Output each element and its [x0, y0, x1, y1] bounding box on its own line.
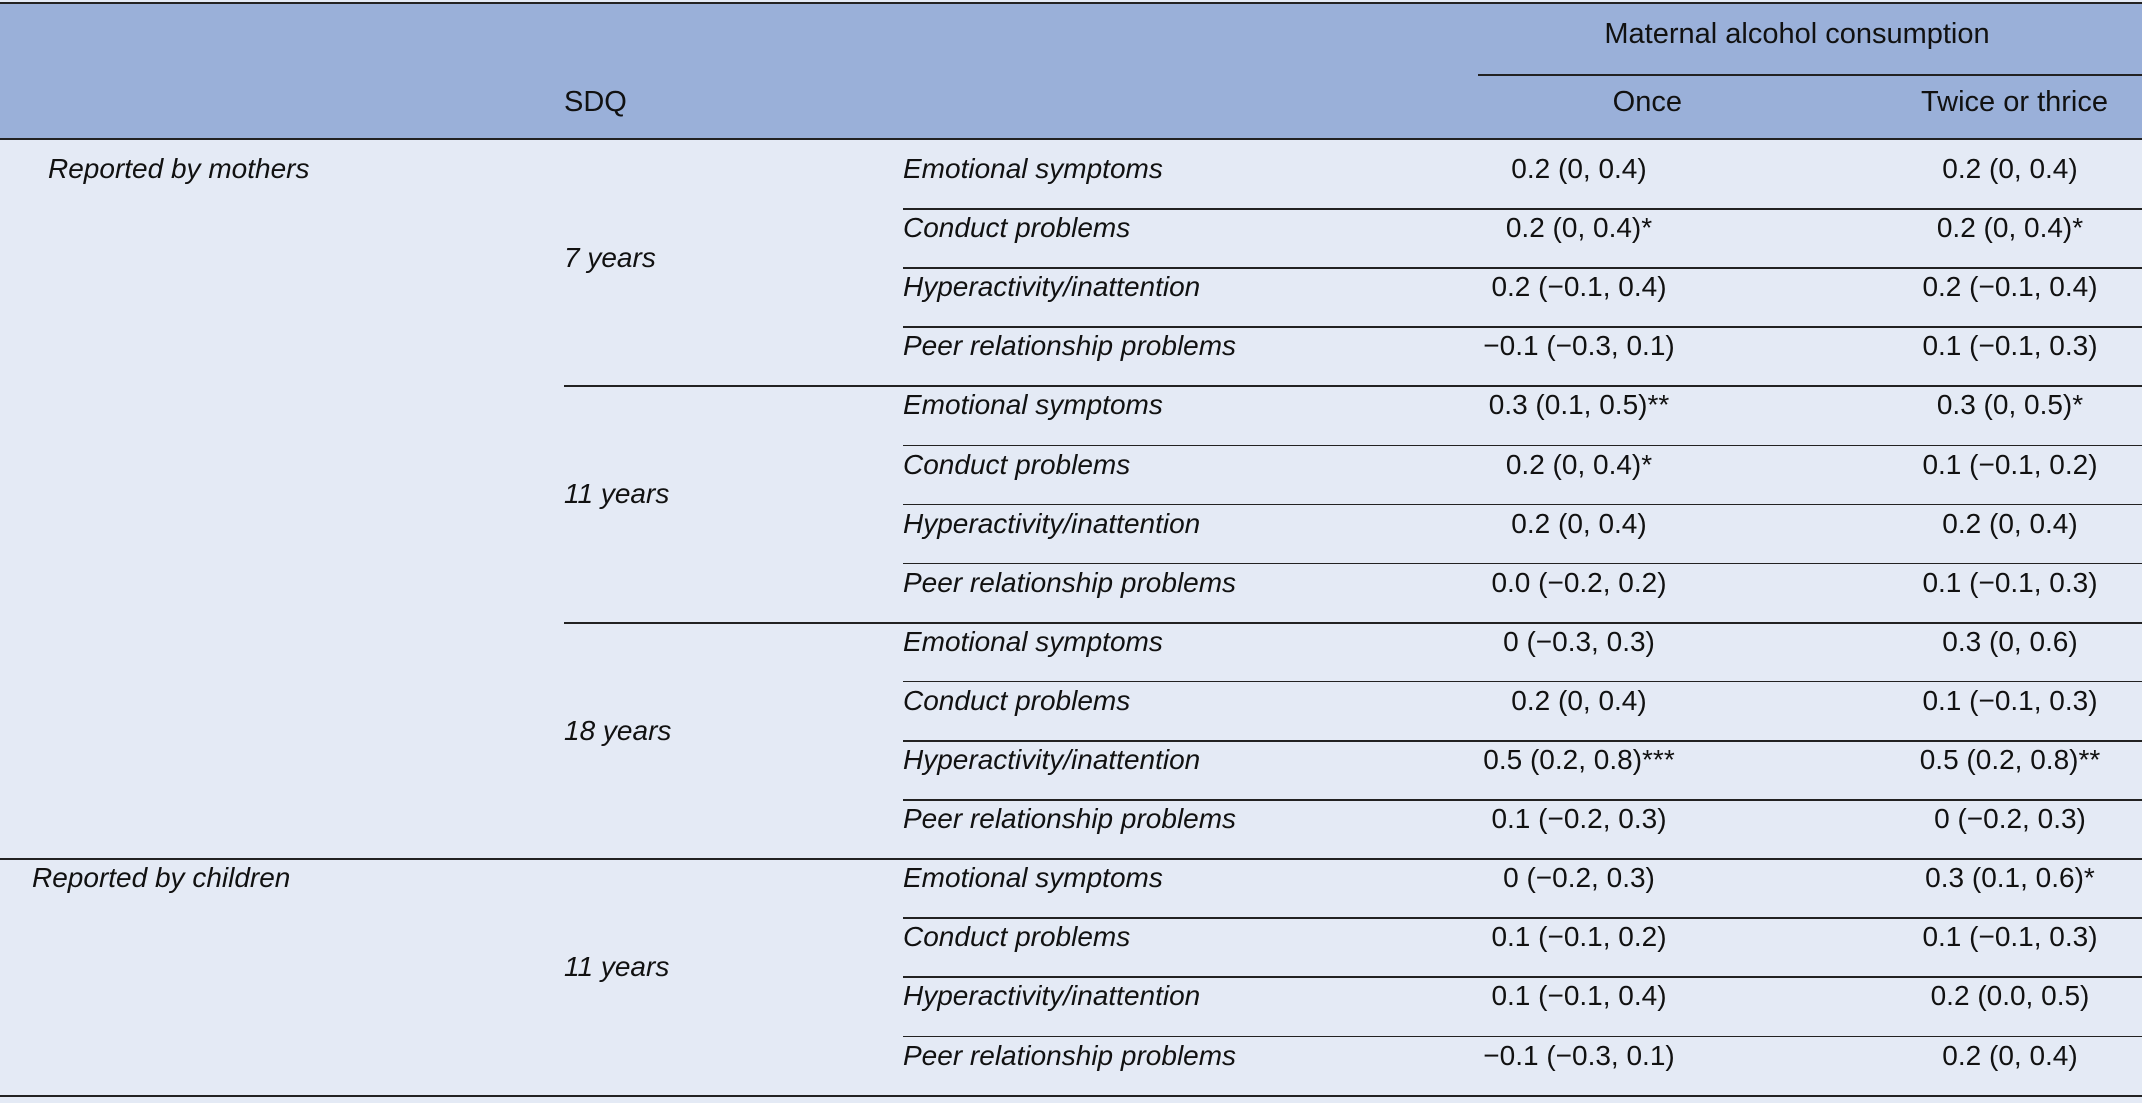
group-header-title: Maternal alcohol consumption — [1604, 18, 1990, 50]
value-twice: 0.1 (−0.1, 0.3) — [1922, 921, 2098, 953]
row-divider — [903, 680, 2142, 683]
value-once: 0.1 (−0.2, 0.3) — [1491, 803, 1667, 835]
value-once: 0.0 (−0.2, 0.2) — [1491, 566, 1667, 598]
value-twice: 0.3 (0, 0.6) — [1942, 625, 2078, 657]
measure-label: Peer relationship problems — [903, 566, 1237, 598]
value-twice: 0.3 (0.1, 0.6)* — [1925, 862, 2095, 894]
value-twice: 0.1 (−0.1, 0.3) — [1922, 330, 2098, 362]
value-once: 0 (−0.2, 0.3) — [1503, 862, 1655, 894]
value-once: 0.5 (0.2, 0.8)*** — [1483, 744, 1675, 775]
value-once: 0.3 (0.1, 0.5)** — [1488, 389, 1670, 421]
table-header-band — [0, 2, 2142, 139]
value-twice: 0.2 (0, 0.4) — [1942, 507, 2078, 539]
value-once: 0.1 (−0.1, 0.2) — [1491, 921, 1667, 953]
row-divider — [903, 740, 2142, 742]
measure-label: Emotional symptoms — [903, 389, 1163, 421]
value-once: −0.1 (−0.3, 0.1) — [1483, 330, 1675, 362]
row-divider — [903, 326, 2142, 328]
col-header-twice: Twice or thrice — [1921, 86, 2108, 118]
reporter-label: Reported by children — [32, 862, 291, 894]
measure-label: Conduct problems — [903, 921, 1131, 953]
value-once: 0.2 (0, 0.4)* — [1505, 448, 1653, 480]
value-twice: 0 (−0.2, 0.3) — [1934, 803, 2086, 835]
reporter-label: Reported by mothers — [48, 153, 310, 184]
value-once: 0.2 (0, 0.4) — [1511, 507, 1647, 539]
measure-label: Peer relationship problems — [903, 1039, 1237, 1071]
measure-label: Peer relationship problems — [903, 330, 1237, 362]
value-twice: 0.2 (0, 0.4) — [1942, 1039, 2078, 1071]
value-once: 0 (−0.3, 0.3) — [1503, 625, 1655, 657]
value-once: 0.2 (0, 0.4) — [1511, 684, 1647, 716]
measure-label: Emotional symptoms — [903, 862, 1163, 894]
age-label: 7 years — [564, 241, 656, 273]
value-twice: 0.1 (−0.1, 0.2) — [1922, 448, 2098, 480]
measure-label: Hyperactivity/inattention — [903, 507, 1201, 539]
measure-label: Emotional symptoms — [903, 625, 1163, 657]
value-once: 0.1 (−0.1, 0.4) — [1491, 980, 1667, 1012]
measure-label: Conduct problems — [903, 212, 1131, 244]
row-divider — [903, 208, 2142, 210]
row-divider — [903, 1035, 2142, 1037]
measure-label: Hyperactivity/inattention — [903, 980, 1201, 1012]
value-twice: 0.1 (−0.1, 0.3) — [1922, 684, 2098, 716]
top-rule — [0, 2, 2142, 4]
age-label: 18 years — [564, 714, 672, 746]
measure-label: Hyperactivity/inattention — [903, 271, 1201, 303]
row-divider — [903, 503, 2142, 506]
header-bottom-rule — [0, 138, 2142, 140]
measure-label: Emotional symptoms — [903, 153, 1163, 184]
age-label: 11 years — [564, 950, 670, 982]
sdq-header: SDQ — [564, 86, 627, 118]
value-twice: 0.2 (0, 0.4) — [1942, 153, 2078, 184]
age-divider — [564, 385, 2142, 388]
row-divider — [903, 267, 2142, 269]
value-twice: 0.3 (0, 0.5)* — [1936, 389, 2084, 421]
row-divider — [903, 917, 2142, 919]
measure-label: Peer relationship problems — [903, 803, 1237, 835]
measure-label: Conduct problems — [903, 448, 1131, 480]
value-once: 0.2 (0, 0.4)* — [1505, 212, 1653, 244]
measure-label: Hyperactivity/inattention — [903, 744, 1201, 775]
value-twice: 0.2 (0.0, 0.5) — [1930, 980, 2090, 1012]
age-divider — [564, 621, 2142, 624]
group-header-rule — [1478, 74, 2142, 76]
measure-label: Conduct problems — [903, 684, 1131, 716]
value-twice: 0.5 (0.2, 0.8)** — [1919, 744, 2101, 775]
value-twice: 0.2 (0, 0.4)* — [1936, 212, 2084, 244]
value-twice: 0.2 (−0.1, 0.4) — [1922, 271, 2098, 303]
row-divider — [903, 976, 2142, 978]
value-twice: 0.1 (−0.1, 0.3) — [1922, 566, 2098, 598]
value-once: 0.2 (−0.1, 0.4) — [1491, 271, 1667, 303]
value-once: −0.1 (−0.3, 0.1) — [1483, 1039, 1675, 1071]
age-label: 11 years — [564, 478, 670, 510]
value-once: 0.2 (0, 0.4) — [1511, 153, 1647, 184]
row-divider — [903, 562, 2142, 565]
row-divider — [903, 444, 2142, 446]
bottom-rule — [0, 1094, 2142, 1097]
group-divider — [0, 858, 2142, 861]
row-divider — [903, 799, 2142, 801]
col-header-once: Once — [1612, 86, 1682, 118]
